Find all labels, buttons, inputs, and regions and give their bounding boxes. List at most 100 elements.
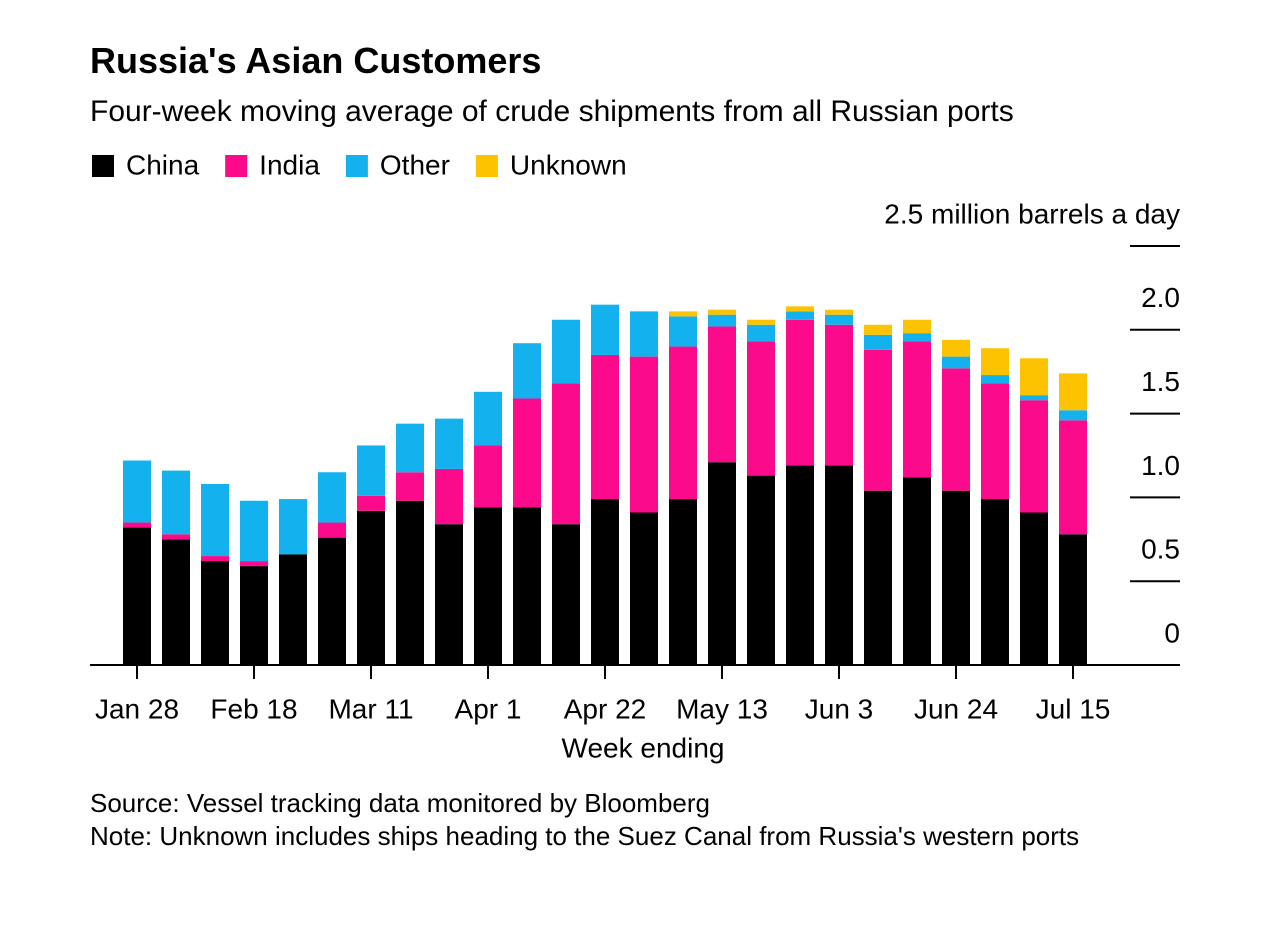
bar-segment — [825, 314, 853, 325]
legend-swatch — [92, 155, 114, 177]
y-tick-label: 2.0 — [1141, 282, 1180, 313]
bar-segment — [1059, 373, 1087, 411]
bar-segment — [162, 534, 190, 540]
bar-segment — [474, 445, 502, 508]
bar-segment — [903, 319, 931, 334]
x-tick-label: Jan 28 — [95, 693, 179, 724]
bar-segment — [162, 539, 190, 665]
x-tick-label: Jun 3 — [805, 693, 874, 724]
bar-segment — [591, 354, 619, 500]
bar-segment — [669, 311, 697, 317]
bar-segment — [318, 522, 346, 538]
bar-segment — [318, 537, 346, 665]
bar-segment — [747, 475, 775, 665]
bar-segment — [864, 324, 892, 335]
bar-segment — [1020, 358, 1048, 396]
bar-segment — [669, 346, 697, 500]
bar-segment — [435, 418, 463, 469]
bar-segment — [903, 477, 931, 665]
x-tick-label: May 13 — [676, 693, 768, 724]
bar-segment — [786, 319, 814, 466]
bar-segment — [240, 500, 268, 562]
bar-segment — [1020, 395, 1048, 401]
chart-subtitle: Four-week moving average of crude shipme… — [90, 95, 1014, 128]
bar-segment — [981, 383, 1009, 500]
y-tick-label: 1.5 — [1141, 366, 1180, 397]
bar-segment — [630, 356, 658, 513]
bar-segment — [630, 512, 658, 665]
bar-segment — [864, 490, 892, 665]
y-tick-label: 0 — [1164, 617, 1180, 648]
x-tick-label: Apr 22 — [564, 693, 647, 724]
bar-segment — [708, 462, 736, 665]
bar-segment — [240, 561, 268, 567]
bar-segment — [669, 316, 697, 347]
bar-segment — [747, 319, 775, 325]
y-tick-label: 1.0 — [1141, 450, 1180, 481]
bar-segment — [357, 495, 385, 511]
bar-segment — [396, 423, 424, 473]
bar-segment — [552, 319, 580, 384]
bar-segment — [864, 349, 892, 491]
x-tick-label: Mar 11 — [328, 693, 413, 724]
bar-segment — [942, 356, 970, 369]
footer: Source: Vessel tracking data monitored b… — [90, 787, 1170, 853]
bar-segment — [123, 460, 151, 523]
bar-segment — [669, 499, 697, 665]
x-axis-title: Week ending — [562, 732, 725, 763]
bar-segment — [357, 445, 385, 496]
bar-segment — [201, 556, 229, 562]
bar-segment — [591, 499, 619, 665]
bar-segment — [1059, 534, 1087, 665]
bar-segment — [630, 311, 658, 357]
source: Source: Vessel tracking data monitored b… — [90, 788, 711, 818]
bar-segment — [786, 306, 814, 312]
bar-segment — [201, 561, 229, 665]
bar-segment — [708, 326, 736, 463]
bar-segment — [123, 522, 151, 528]
bar-segment — [201, 483, 229, 557]
bar-segment — [903, 341, 931, 478]
bar-segment — [357, 510, 385, 665]
bar-segment — [981, 499, 1009, 665]
bar-segment — [162, 470, 190, 535]
note: Note: Unknown includes ships heading to … — [90, 821, 1080, 851]
bar-segment — [396, 472, 424, 501]
bar-segment — [942, 490, 970, 665]
legend-label: India — [259, 149, 320, 180]
bar-segment — [747, 324, 775, 342]
bar-segment — [240, 566, 268, 665]
bar-segment — [279, 499, 307, 555]
x-tick-label: Jun 24 — [914, 693, 998, 724]
bar-segment — [474, 391, 502, 446]
bar-segment — [552, 383, 580, 525]
bar-segment — [825, 465, 853, 665]
x-tick-label: Feb 18 — [210, 693, 297, 724]
bar-segment — [747, 341, 775, 476]
bar-segment — [396, 500, 424, 665]
bar-segment — [513, 507, 541, 665]
bar-segment — [864, 334, 892, 350]
bar-segment — [591, 304, 619, 355]
bar-segment — [474, 507, 502, 665]
bar-segment — [903, 333, 931, 342]
bar-segment — [786, 465, 814, 665]
bar-segment — [981, 375, 1009, 384]
bar-segment — [1059, 410, 1087, 421]
bar-segment — [123, 527, 151, 665]
x-tick-label: Jul 15 — [1036, 693, 1111, 724]
y-tick-label: 0.5 — [1141, 534, 1180, 565]
legend-label: Unknown — [510, 149, 627, 180]
bar-segment — [1020, 400, 1048, 513]
legend-swatch — [345, 155, 368, 177]
bar-segment — [279, 554, 307, 665]
bar-segment — [825, 324, 853, 466]
bar-segment — [513, 343, 541, 399]
bar-segment — [435, 524, 463, 665]
bar-segment — [786, 311, 814, 320]
bar-segment — [1020, 512, 1048, 665]
bar-segment — [825, 309, 853, 315]
bar-segment — [942, 339, 970, 357]
